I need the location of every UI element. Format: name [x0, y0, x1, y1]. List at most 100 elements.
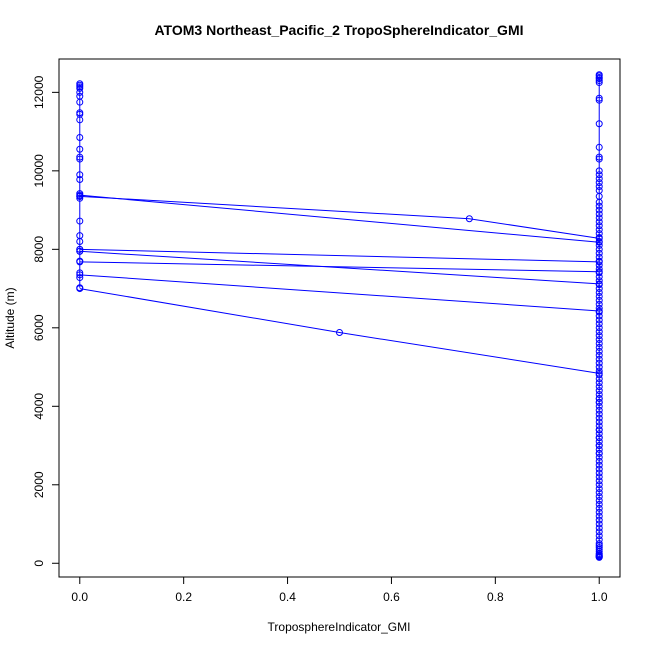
data-point [595, 430, 603, 438]
data-point [76, 258, 84, 266]
data-point [595, 324, 603, 332]
series-line [79, 250, 600, 285]
data-point [595, 504, 603, 512]
data-point [595, 426, 603, 434]
data-point [595, 210, 603, 218]
data-point [595, 406, 603, 414]
data-point [76, 285, 84, 293]
data-point [595, 508, 603, 516]
data-point [76, 133, 84, 141]
data-point [595, 332, 603, 340]
data-point [76, 98, 84, 106]
data-point [595, 481, 603, 489]
series-layer [76, 71, 603, 561]
data-point [595, 280, 603, 288]
data-point [595, 202, 603, 210]
data-point [76, 245, 84, 253]
data-point [595, 340, 603, 348]
data-point [595, 398, 603, 406]
data-point [595, 245, 603, 253]
data-point [595, 457, 603, 465]
y-tick-label: 6000 [32, 314, 46, 341]
data-point [595, 520, 603, 528]
data-point [595, 258, 603, 266]
y-tick-label: 0 [32, 560, 46, 567]
series-line [79, 288, 600, 374]
data-point [595, 120, 603, 128]
data-point [595, 496, 603, 504]
data-series [76, 247, 603, 288]
data-point [595, 438, 603, 446]
data-point [595, 261, 603, 269]
y-tick-label: 12000 [32, 75, 46, 109]
data-point [595, 422, 603, 430]
data-point [595, 249, 603, 257]
x-tick-label: 1.0 [591, 590, 608, 604]
data-point [595, 273, 603, 281]
data-point [595, 414, 603, 422]
series-line [79, 261, 600, 273]
data-point [595, 383, 603, 391]
data-point [595, 155, 603, 163]
data-point [595, 241, 603, 249]
y-axis: 0 2000 4000 6000 8000 10000 12000 [32, 75, 60, 567]
data-point [595, 234, 603, 242]
data-point [76, 171, 84, 179]
data-point [595, 512, 603, 520]
data-point [595, 532, 603, 540]
data-point [595, 347, 603, 355]
data-point [595, 75, 603, 83]
data-point [595, 473, 603, 481]
data-series [76, 191, 603, 246]
data-point [76, 237, 84, 245]
data-point [76, 191, 84, 199]
data-point [595, 343, 603, 351]
data-point [595, 320, 603, 328]
data-point [595, 465, 603, 473]
data-point [595, 477, 603, 485]
x-tick-label: 0.6 [383, 590, 400, 604]
data-point [595, 379, 603, 387]
data-point [595, 367, 603, 375]
data-point [595, 143, 603, 151]
data-point [595, 355, 603, 363]
data-point [595, 304, 603, 312]
data-point [595, 230, 603, 238]
data-point [595, 79, 603, 87]
data-point [595, 359, 603, 367]
y-tick-label: 4000 [32, 393, 46, 420]
data-point [595, 175, 603, 183]
data-point [595, 307, 603, 315]
data-point [595, 402, 603, 410]
data-point [595, 485, 603, 493]
data-point [595, 171, 603, 179]
data-point [76, 271, 84, 279]
data-point [595, 77, 603, 85]
data-point [595, 553, 603, 561]
data-point [76, 145, 84, 153]
data-point [595, 391, 603, 399]
x-tick-label: 0.4 [279, 590, 296, 604]
series-line [79, 274, 600, 312]
data-point [595, 500, 603, 508]
data-point [595, 198, 603, 206]
data-point [76, 116, 84, 124]
data-series [76, 258, 603, 276]
data-point [595, 153, 603, 161]
data-point [595, 516, 603, 524]
data-point [595, 285, 603, 293]
data-point [76, 88, 84, 96]
data-point [595, 179, 603, 187]
data-point [595, 316, 603, 324]
data-point [595, 288, 603, 296]
data-point [595, 469, 603, 477]
data-point [76, 217, 84, 225]
data-point [595, 226, 603, 234]
data-point [595, 222, 603, 230]
data-point [76, 84, 84, 92]
data-point [595, 206, 603, 214]
x-axis: 0.0 0.2 0.4 0.6 0.8 1.0 [71, 576, 608, 604]
x-tick-label: 0.2 [175, 590, 192, 604]
data-point [595, 445, 603, 453]
data-point [595, 265, 603, 273]
